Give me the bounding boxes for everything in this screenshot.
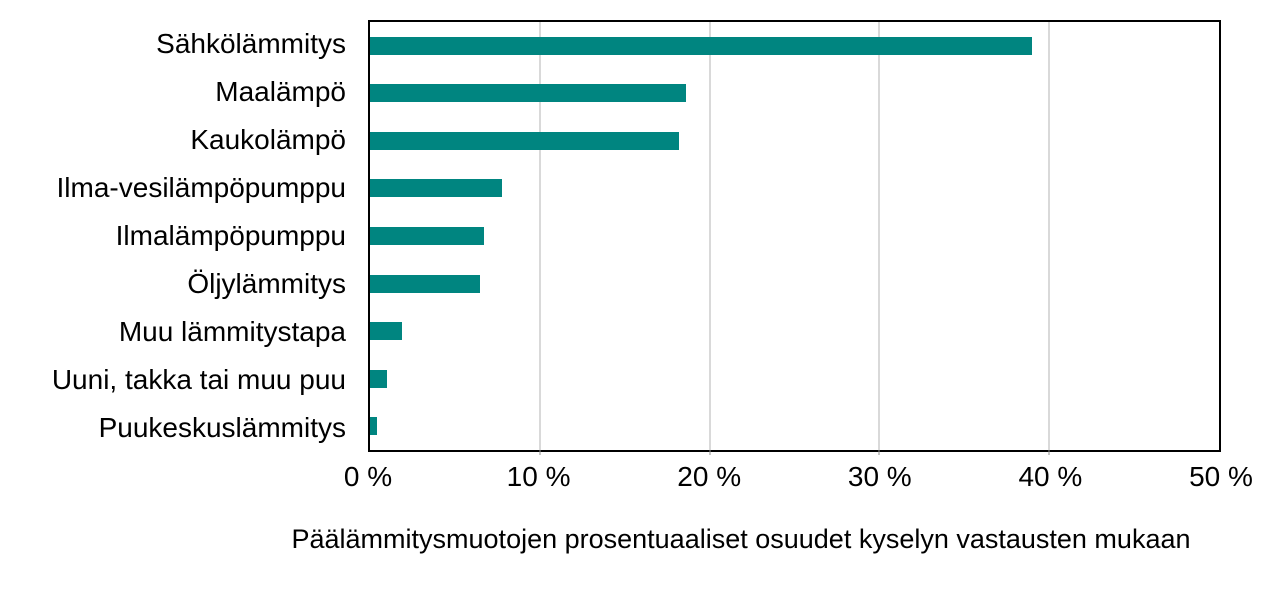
x-tick-label: 10 % <box>506 461 571 492</box>
bar <box>370 322 403 341</box>
x-axis-ticks: 0 % 10 % 20 % 30 % 40 % 50 % <box>344 460 1253 494</box>
plot-area <box>368 20 1221 455</box>
x-tick-label: 40 % <box>1018 461 1083 492</box>
axis-tick-mark <box>878 450 880 455</box>
bar <box>370 369 387 388</box>
bar <box>370 84 686 103</box>
axis-tick-mark <box>709 450 711 455</box>
bar-row <box>370 117 1219 165</box>
category-label: Puukeskuslämmitys <box>98 412 346 443</box>
bar-row <box>370 355 1219 403</box>
category-label: Maalämpö <box>215 76 346 107</box>
bar <box>370 131 680 150</box>
category-label: Muu lämmitystapa <box>118 316 346 347</box>
category-label: Uuni, takka tai muu puu <box>51 364 346 395</box>
bar-row <box>370 22 1219 70</box>
bar <box>370 417 377 436</box>
y-axis-labels: Sähkölämmitys Maalämpö Kaukolämpö Ilma-vesi… <box>0 20 358 452</box>
bar-row <box>370 212 1219 260</box>
x-tick-label: 20 % <box>677 461 742 492</box>
gridline <box>878 22 881 450</box>
bar <box>370 36 1033 55</box>
bar-row <box>370 260 1219 308</box>
bar-row <box>370 307 1219 355</box>
axis-tick-mark <box>539 450 541 455</box>
gridline <box>708 22 711 450</box>
x-tick-label: 0 % <box>343 461 393 492</box>
x-tick-label: 30 % <box>847 461 912 492</box>
bar <box>370 274 481 293</box>
gridline <box>538 22 541 450</box>
bar-row <box>370 403 1219 451</box>
category-label: Kaukolämpö <box>190 124 346 155</box>
axis-tick-mark <box>1048 450 1050 455</box>
bar-rows <box>370 22 1219 450</box>
bar <box>370 179 503 198</box>
category-label: Ilmalämpöpumppu <box>115 220 346 251</box>
category-label: Öljylämmitys <box>187 268 346 299</box>
category-label: Ilma-vesilämpöpumppu <box>56 172 346 203</box>
gridline <box>1048 22 1051 450</box>
bar <box>370 227 484 246</box>
category-label: Sähkölämmitys <box>156 28 346 59</box>
bar-row <box>370 165 1219 213</box>
x-tick-label: 50 % <box>1189 461 1253 492</box>
bar-row <box>370 70 1219 118</box>
caption: Päälämmitysmuotojen prosentuaaliset osuu… <box>291 524 1191 554</box>
gridlines <box>370 22 1219 455</box>
